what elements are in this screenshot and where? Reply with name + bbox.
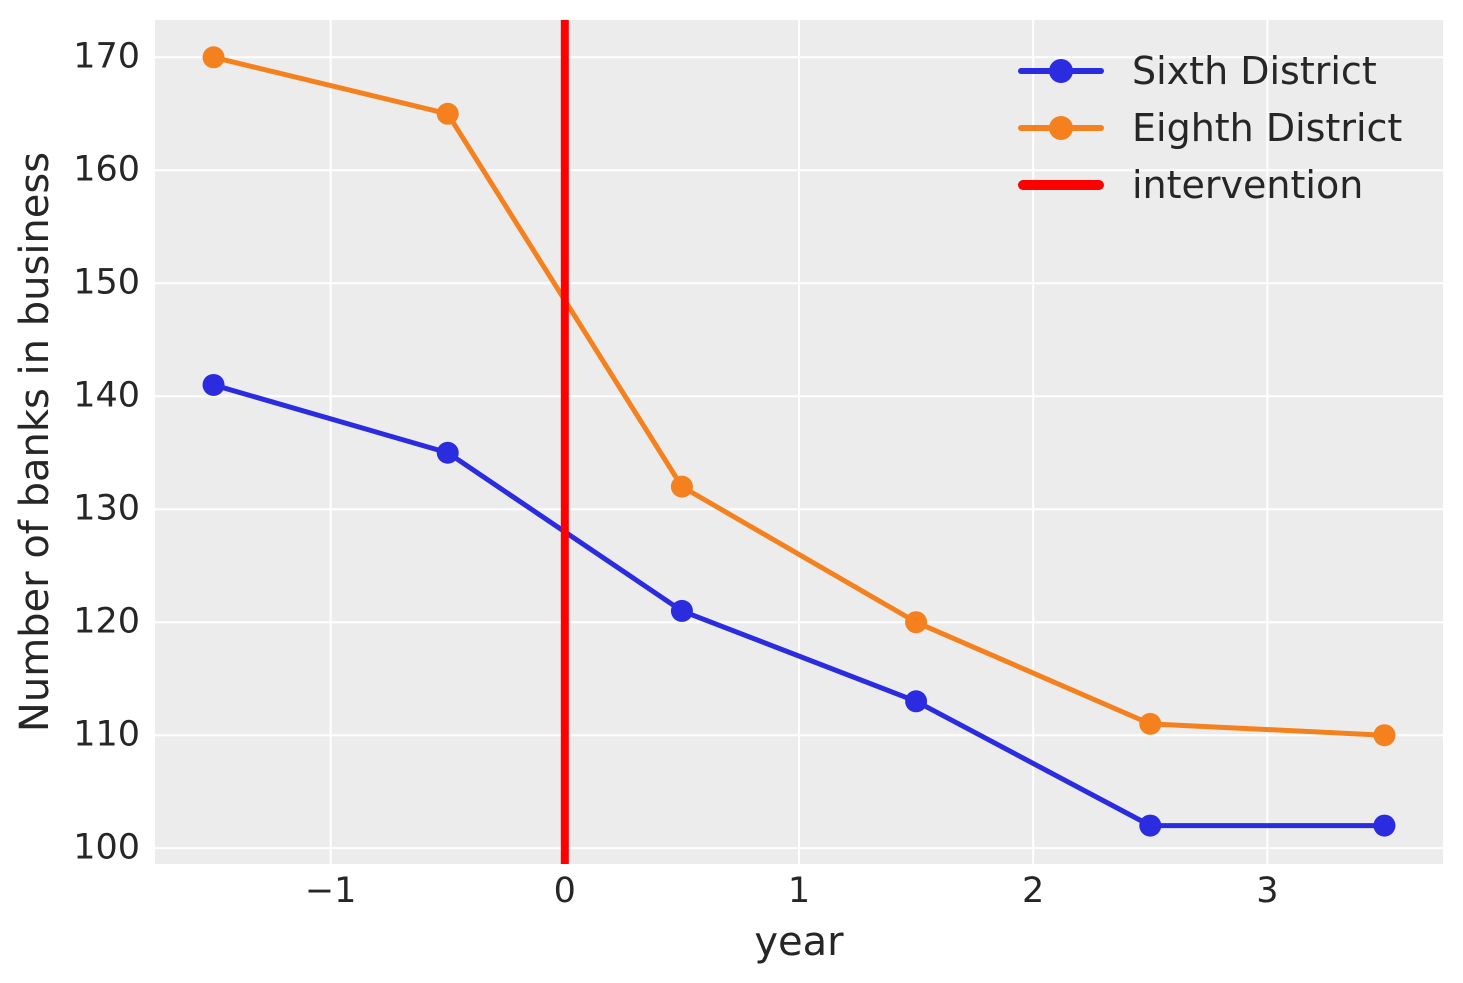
x-tick-label: 1 — [787, 871, 811, 911]
x-tick-label: 2 — [1022, 871, 1045, 911]
legend-label-intervention: intervention — [1132, 162, 1364, 207]
x-tick-label: 0 — [553, 871, 576, 911]
x-tick-label: −1 — [304, 871, 357, 911]
y-tick-label: 130 — [73, 488, 140, 529]
y-tick-label: 150 — [73, 262, 140, 303]
y-tick-label: 110 — [73, 714, 140, 755]
x-axis-label: year — [754, 919, 844, 965]
y-tick-label: 160 — [73, 149, 140, 190]
plot-area — [155, 20, 1443, 864]
eighth-district-line-marker-icon — [1018, 115, 1104, 140]
sixth-district-line-marker-icon — [1018, 58, 1104, 83]
legend: Sixth District Eighth District intervent… — [1018, 42, 1402, 213]
legend-item-sixth-district: Sixth District — [1018, 42, 1402, 99]
legend-item-intervention: intervention — [1018, 156, 1402, 213]
y-tick-label: 170 — [73, 36, 140, 77]
legend-label-sixth-district: Sixth District — [1132, 48, 1377, 93]
y-tick-label: 140 — [73, 375, 140, 416]
y-axis-label: Number of banks in business — [12, 151, 58, 733]
legend-item-eighth-district: Eighth District — [1018, 99, 1402, 156]
y-tick-label: 120 — [73, 601, 140, 642]
x-tick-label: 3 — [1256, 871, 1279, 911]
legend-label-eighth-district: Eighth District — [1132, 105, 1403, 150]
intervention-line-icon — [1018, 173, 1104, 197]
chart-canvas — [155, 20, 1443, 864]
y-tick-label: 100 — [73, 827, 140, 868]
